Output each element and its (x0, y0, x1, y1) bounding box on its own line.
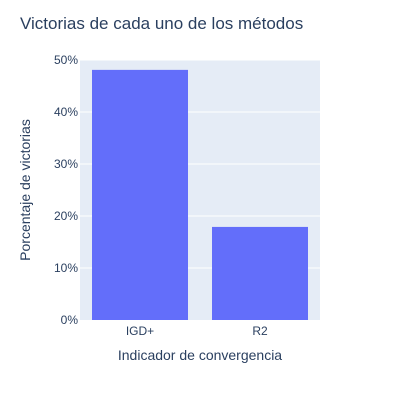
y-axis-ticks: 0% 10% 20% 30% 40% 50% (54, 53, 78, 327)
chart-title: Victorias de cada uno de los métodos (20, 14, 303, 33)
bars (92, 69, 308, 320)
y-tick-label: 0% (61, 313, 79, 327)
y-tick-label: 30% (54, 157, 78, 171)
y-tick-label: 40% (54, 105, 78, 119)
y-axis-title: Porcentaje de victorias (17, 119, 33, 261)
x-tick-label: IGD+ (126, 324, 154, 338)
y-tick-label: 50% (54, 53, 78, 67)
x-axis-title: Indicador de convergencia (118, 347, 282, 363)
x-tick-label: R2 (252, 324, 268, 338)
y-tick-label: 10% (54, 261, 78, 275)
bar-r2 (212, 226, 308, 320)
y-tick-label: 20% (54, 209, 78, 223)
bar-igd (92, 69, 188, 320)
x-axis-ticks: IGD+ R2 (126, 324, 268, 338)
